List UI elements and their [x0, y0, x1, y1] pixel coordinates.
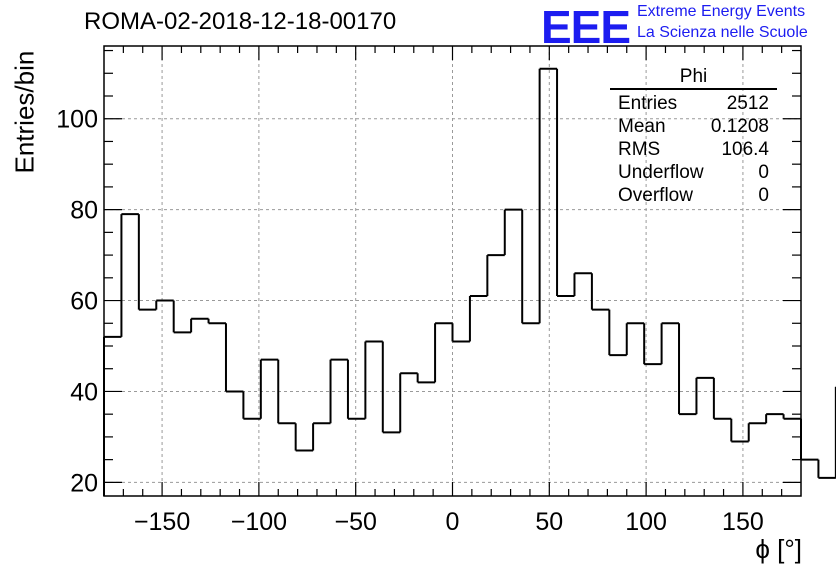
stats-row: RMS 106.4	[610, 138, 777, 161]
x-tick-label: 150	[722, 508, 764, 536]
y-tick-label: 20	[70, 469, 98, 497]
stats-label: RMS	[618, 139, 661, 160]
stats-label: Entries	[618, 93, 678, 114]
x-tick-label: −50	[334, 508, 376, 536]
y-tick-label: 60	[70, 288, 98, 316]
stats-label: Overflow	[618, 185, 693, 206]
stats-value: 0	[758, 162, 769, 183]
stats-row: Entries 2512	[610, 92, 777, 115]
chart-title: ROMA-02-2018-12-18-00170	[84, 8, 397, 35]
eee-logo: EEE	[541, 1, 631, 53]
stats-label: Underflow	[618, 162, 704, 183]
x-axis-label: ϕ [°]	[755, 534, 802, 564]
stats-box: Phi Entries 2512 Mean 0.1208 RMS 106.4 Unde…	[610, 66, 777, 207]
y-tick-label: 40	[70, 378, 98, 406]
stats-value: 0.1208	[710, 116, 769, 137]
axis-ticks	[104, 46, 801, 496]
y-axis-label: Entries/bin	[9, 50, 40, 174]
stats-label: Mean	[618, 116, 666, 137]
y-tick-label: 100	[56, 106, 98, 134]
stats-value: 0	[758, 185, 769, 206]
stats-row: Underflow 0	[610, 161, 777, 184]
x-tick-label: 50	[535, 508, 563, 536]
x-tick-label: 100	[625, 508, 667, 536]
grid-lines	[104, 46, 801, 496]
stats-value: 106.4	[721, 139, 769, 160]
logo-line-1: Extreme Energy Events	[637, 3, 806, 20]
tick-labels: −150 −100 −50 0 50 100 150 20 40 60 80 100	[56, 106, 763, 536]
x-tick-label: −150	[134, 508, 190, 536]
histogram-series	[103, 67, 836, 496]
logo-line-2: La Scienza nelle Scuole	[637, 24, 808, 41]
x-tick-label: −100	[231, 508, 287, 536]
stats-row: Overflow 0	[610, 184, 777, 207]
y-tick-label: 80	[70, 197, 98, 225]
stats-value: 2512	[726, 93, 769, 114]
stats-title: Phi	[610, 66, 777, 90]
stats-row: Mean 0.1208	[610, 115, 777, 138]
x-tick-label: 0	[446, 508, 460, 536]
